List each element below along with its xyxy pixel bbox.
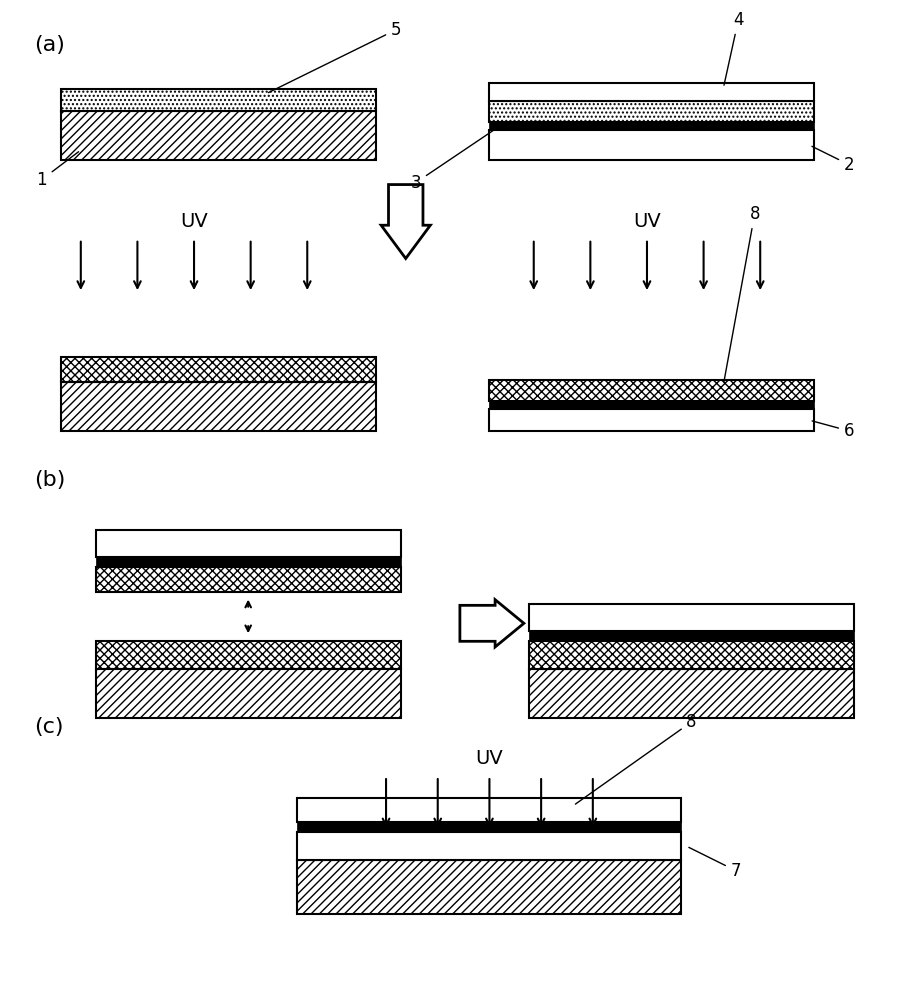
Bar — [61, 111, 376, 160]
Bar — [489, 380, 814, 401]
Text: 8: 8 — [575, 713, 697, 804]
Bar — [61, 357, 376, 382]
Bar — [95, 669, 400, 718]
Bar — [489, 401, 814, 409]
Bar — [297, 832, 681, 860]
Bar — [297, 822, 681, 832]
Bar — [95, 641, 400, 669]
Text: UV: UV — [633, 212, 660, 231]
Text: 4: 4 — [724, 11, 744, 85]
Polygon shape — [381, 185, 430, 259]
Polygon shape — [460, 600, 524, 647]
Text: UV: UV — [476, 749, 504, 768]
Bar — [61, 89, 376, 111]
Text: 2: 2 — [812, 146, 854, 174]
Bar — [297, 860, 681, 914]
Bar — [529, 641, 853, 669]
Text: 6: 6 — [812, 421, 854, 440]
Text: 1: 1 — [36, 152, 79, 189]
Bar — [489, 122, 814, 130]
Text: 5: 5 — [268, 21, 401, 93]
Bar — [297, 798, 681, 822]
Bar — [529, 604, 853, 631]
Bar — [529, 631, 853, 641]
Bar — [489, 83, 814, 101]
Bar — [529, 669, 853, 718]
Text: 7: 7 — [689, 847, 741, 880]
Bar — [95, 530, 400, 557]
Text: UV: UV — [180, 212, 207, 231]
Bar — [61, 382, 376, 431]
Bar — [489, 101, 814, 122]
Text: (a): (a) — [34, 35, 65, 55]
Bar — [95, 567, 400, 592]
Text: (c): (c) — [34, 717, 64, 737]
Text: (b): (b) — [34, 470, 66, 490]
Text: 3: 3 — [410, 128, 497, 192]
Bar — [489, 409, 814, 431]
Text: 8: 8 — [724, 205, 760, 382]
Bar — [489, 130, 814, 160]
Bar — [95, 557, 400, 567]
